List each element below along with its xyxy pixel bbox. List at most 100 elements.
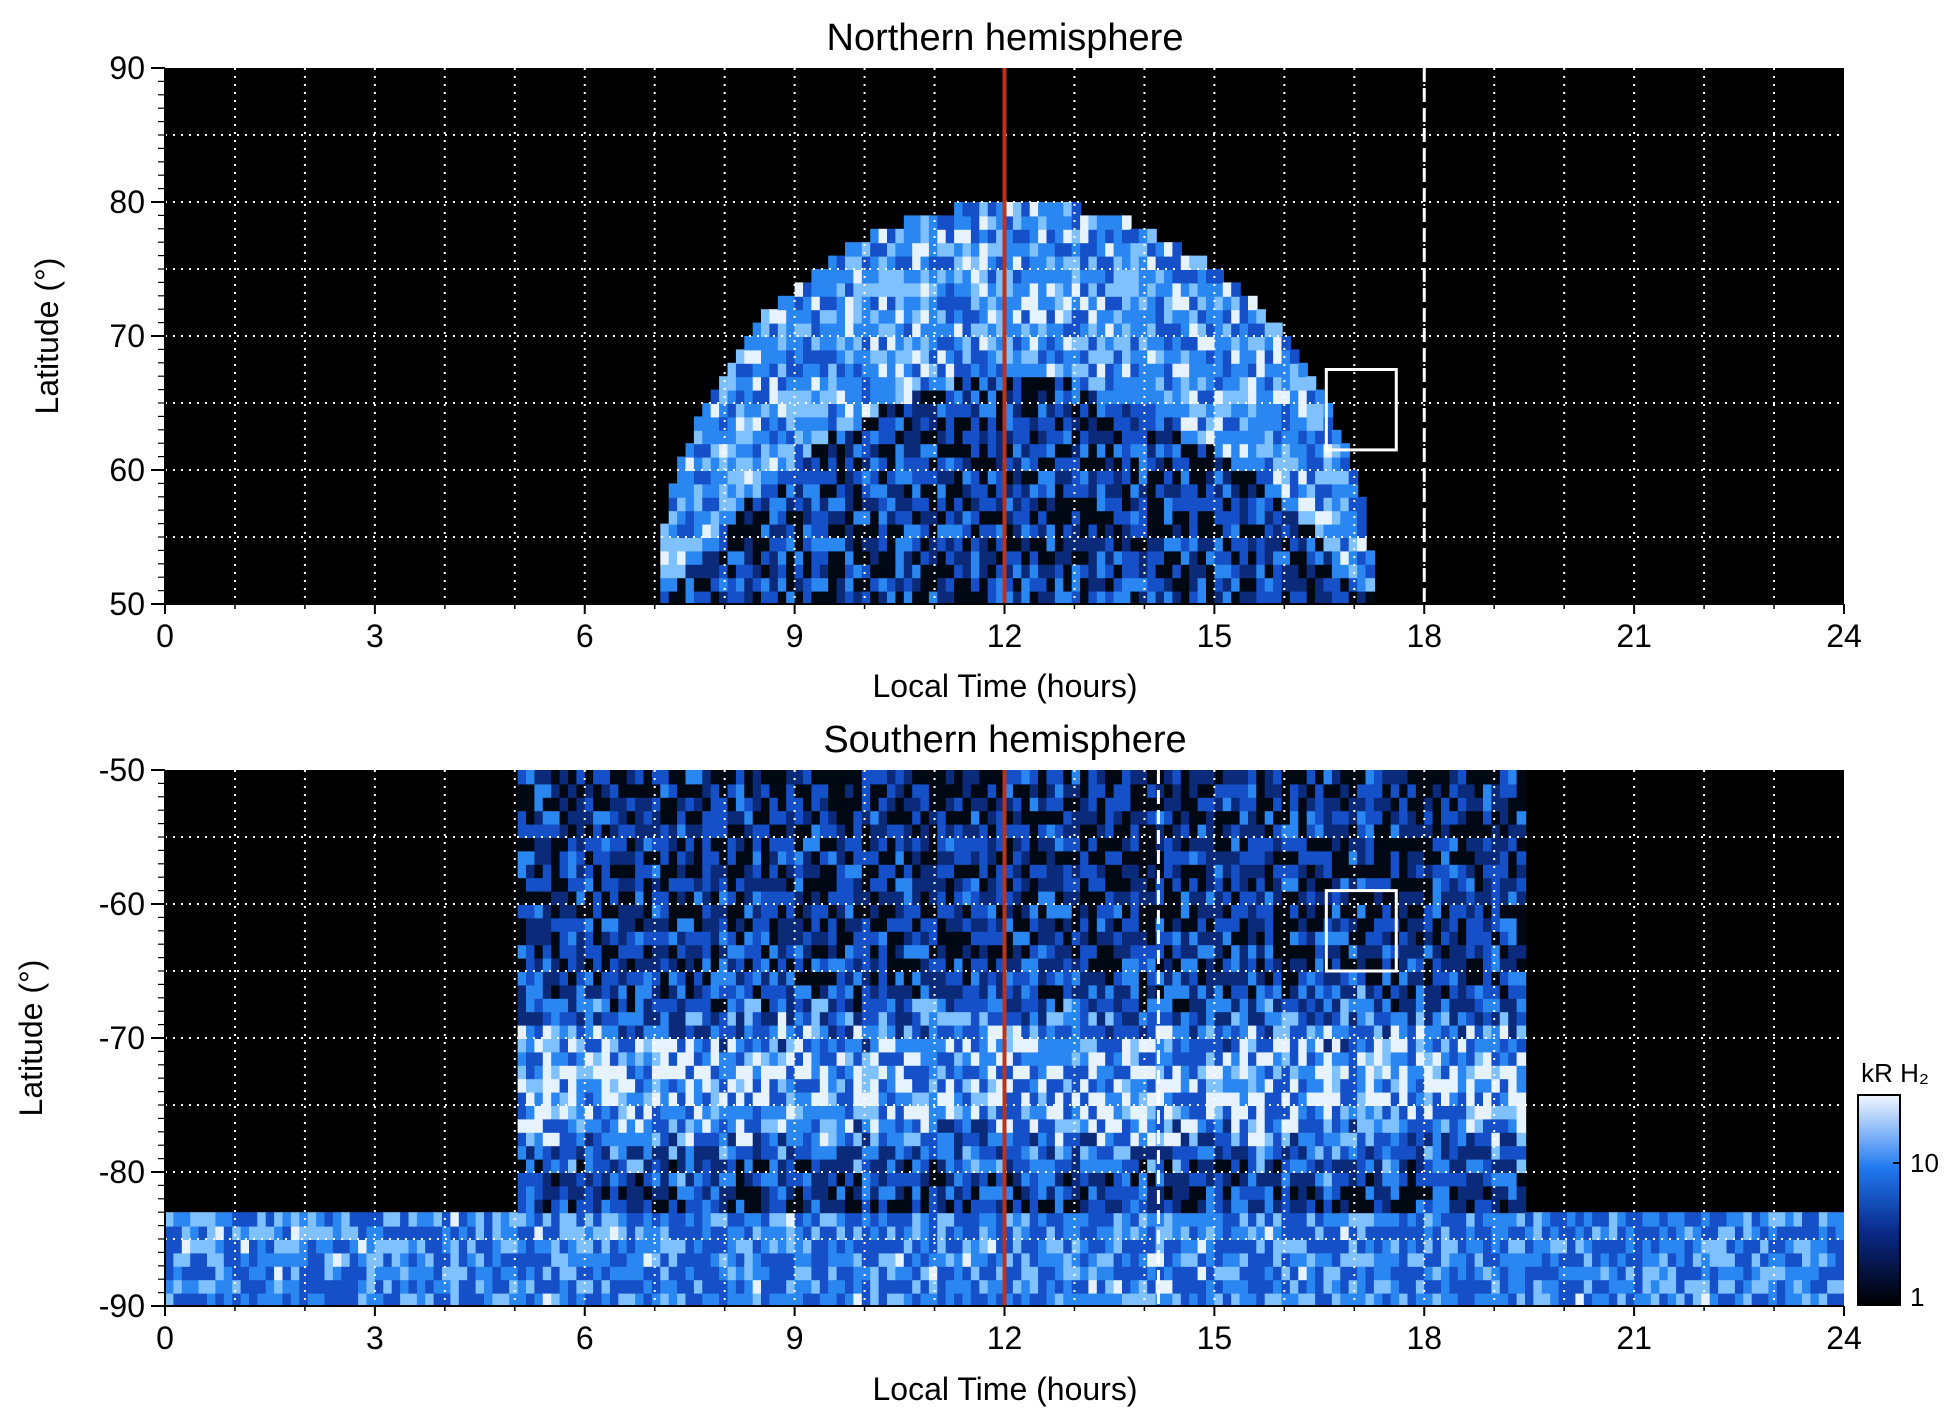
aurora-cell bbox=[1155, 523, 1166, 538]
aurora-cell bbox=[1021, 837, 1031, 852]
aurora-cell bbox=[693, 1078, 704, 1093]
aurora-cell bbox=[744, 877, 754, 892]
aurora-cell bbox=[836, 783, 847, 798]
aurora-cell bbox=[912, 470, 922, 485]
aurora-cell bbox=[777, 523, 788, 538]
aurora-cell bbox=[777, 1038, 788, 1053]
aurora-cell bbox=[1239, 456, 1250, 471]
aurora-cell bbox=[920, 1011, 931, 1026]
aurora-cell bbox=[987, 917, 998, 932]
aurora-cell bbox=[693, 456, 704, 471]
aurora-cell bbox=[828, 1252, 838, 1267]
aurora-cell bbox=[1197, 269, 1208, 284]
aurora-cell bbox=[1248, 510, 1258, 525]
aurora-cell bbox=[215, 1265, 225, 1281]
aurora-cell bbox=[1172, 362, 1182, 378]
aurora-cell bbox=[1147, 295, 1157, 311]
aurora-cell bbox=[811, 1118, 821, 1133]
aurora-cell bbox=[819, 309, 830, 324]
aurora-cell bbox=[861, 1225, 872, 1240]
aurora-cell bbox=[819, 550, 830, 565]
aurora-cell bbox=[861, 1024, 872, 1039]
aurora-cell bbox=[1012, 215, 1023, 230]
aurora-cell bbox=[710, 850, 721, 865]
aurora-cell bbox=[677, 1091, 687, 1106]
aurora-cell bbox=[979, 1105, 989, 1120]
aurora-cell bbox=[1298, 429, 1308, 445]
aurora-cell bbox=[870, 295, 880, 311]
aurora-cell bbox=[677, 957, 687, 972]
aurora-cell bbox=[987, 850, 998, 865]
aurora-cell bbox=[668, 1225, 679, 1240]
aurora-cell bbox=[635, 1239, 645, 1254]
aurora-cell bbox=[1029, 1252, 1040, 1267]
aurora-cell bbox=[1029, 295, 1040, 311]
aurora-cell bbox=[660, 823, 670, 838]
aurora-cell bbox=[912, 1225, 922, 1240]
aurora-cell bbox=[668, 1185, 679, 1200]
aurora-cell bbox=[803, 295, 813, 311]
aurora-cell bbox=[635, 796, 645, 812]
aurora-cell bbox=[1197, 336, 1208, 351]
aurora-cell bbox=[996, 1118, 1006, 1133]
aurora-cell bbox=[534, 917, 544, 932]
aurora-cell bbox=[1029, 510, 1040, 525]
aurora-cell bbox=[1231, 309, 1241, 324]
aurora-cell bbox=[1239, 496, 1250, 512]
aurora-cell bbox=[861, 1212, 872, 1227]
aurora-cell bbox=[937, 850, 947, 865]
aurora-cell bbox=[660, 537, 670, 552]
aurora-cell bbox=[735, 1078, 746, 1093]
aurora-cell bbox=[937, 510, 947, 525]
aurora-cell bbox=[1298, 523, 1308, 538]
aurora-cell bbox=[761, 1024, 771, 1039]
aurora-cell bbox=[870, 1051, 880, 1066]
aurora-cell bbox=[1138, 443, 1149, 458]
aurora-cell bbox=[786, 1292, 796, 1306]
aurora-cell bbox=[1231, 563, 1241, 579]
aurora-cell bbox=[1239, 523, 1250, 538]
aurora-cell bbox=[819, 577, 830, 592]
aurora-cell bbox=[1088, 282, 1098, 297]
aurora-cell bbox=[1088, 496, 1098, 512]
aurora-cell bbox=[1038, 470, 1048, 485]
aurora-cell bbox=[1264, 389, 1275, 404]
aurora-cell bbox=[735, 403, 746, 418]
aurora-cell bbox=[769, 336, 779, 351]
aurora-cell bbox=[853, 850, 863, 865]
aurora-cell bbox=[643, 837, 654, 852]
aurora-cell bbox=[433, 1279, 444, 1294]
aurora-cell bbox=[777, 877, 788, 892]
aurora-cell bbox=[1256, 362, 1266, 378]
aurora-cell bbox=[576, 1091, 586, 1106]
aurora-cell bbox=[1021, 810, 1031, 825]
aurora-cell bbox=[1038, 1279, 1048, 1294]
aurora-cell bbox=[660, 1212, 670, 1227]
aurora-cell bbox=[1180, 563, 1191, 579]
aurora-cell bbox=[542, 930, 553, 946]
aurora-cell bbox=[1298, 483, 1308, 498]
aurora-cell bbox=[962, 537, 973, 552]
aurora-cell bbox=[853, 577, 863, 592]
aurora-cell bbox=[769, 1252, 779, 1267]
aurora-cell bbox=[618, 770, 628, 785]
aurora-cell bbox=[920, 1051, 931, 1066]
aurora-cell bbox=[945, 1279, 956, 1294]
aurora-cell bbox=[265, 1292, 276, 1306]
aurora-cell bbox=[534, 1131, 544, 1147]
aurora-cell bbox=[928, 863, 939, 879]
aurora-cell bbox=[761, 971, 771, 986]
aurora-cell bbox=[937, 796, 947, 812]
aurora-cell bbox=[887, 1051, 897, 1066]
aurora-cell bbox=[693, 443, 704, 458]
aurora-cell bbox=[727, 1265, 738, 1281]
aurora-cell bbox=[962, 403, 973, 418]
aurora-cell bbox=[954, 863, 964, 879]
aurora-cell bbox=[349, 1225, 360, 1240]
aurora-cell bbox=[660, 1118, 670, 1133]
aurora-cell bbox=[920, 282, 931, 297]
aurora-cell bbox=[1012, 362, 1023, 378]
aurora-cell bbox=[1021, 496, 1031, 512]
aurora-cell bbox=[1155, 456, 1166, 471]
aurora-cell bbox=[719, 904, 729, 919]
